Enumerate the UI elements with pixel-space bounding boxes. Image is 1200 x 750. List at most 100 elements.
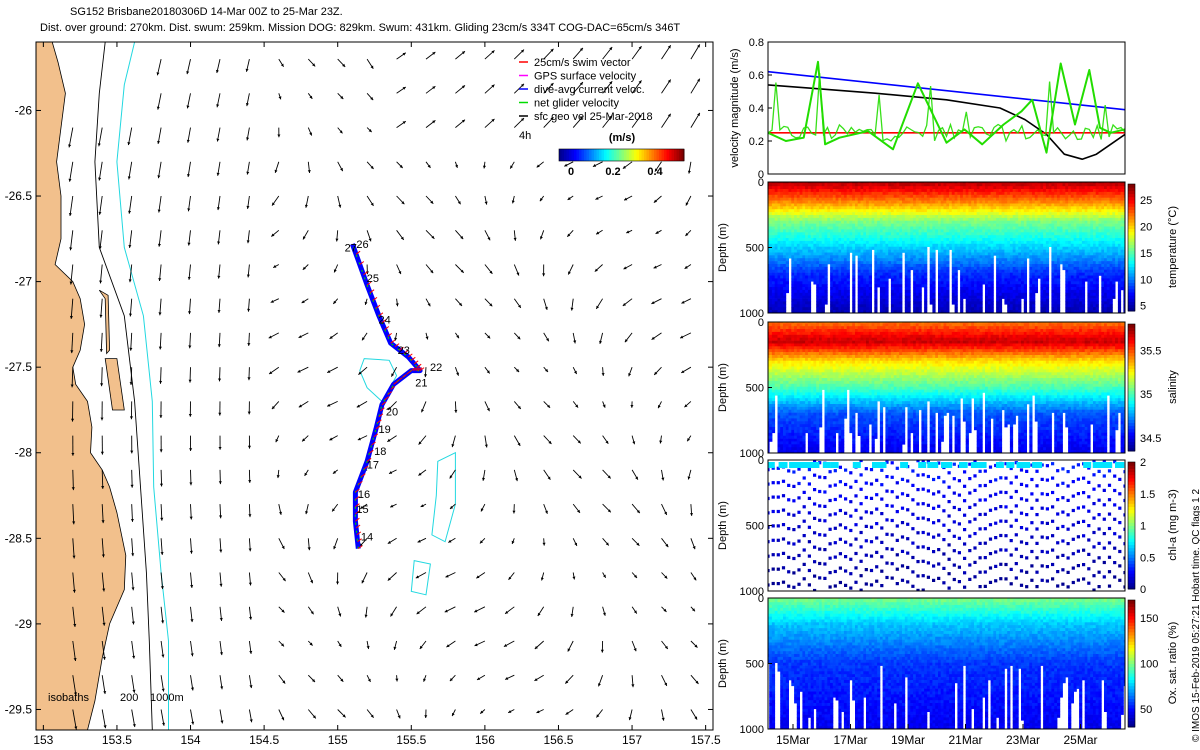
profile-sample: [799, 246, 803, 250]
profile-sample: [824, 249, 828, 253]
profile-sample: [857, 189, 861, 193]
profile-sample: [1007, 292, 1011, 296]
profile-sample: [816, 266, 820, 271]
profile-sample: [990, 243, 994, 247]
profile-sample: [918, 183, 922, 187]
profile-sample: [841, 223, 845, 227]
profile-sample: [957, 186, 961, 190]
profile-sample: [838, 226, 842, 230]
profile-sample: [938, 238, 942, 242]
track-day-label: 18: [374, 446, 386, 458]
profile-sample: [1001, 226, 1005, 230]
profile-sample: [943, 281, 947, 285]
profile-sample: [924, 304, 928, 308]
profile-sample: [843, 229, 848, 233]
profile-sample: [832, 186, 836, 190]
profile-sample: [796, 284, 800, 288]
profile-sample: [893, 275, 897, 279]
profile-sample: [877, 232, 881, 236]
profile-sample: [849, 223, 853, 227]
profile-sample: [780, 269, 784, 273]
profile-sample: [796, 206, 800, 210]
profile-sample: [769, 284, 773, 288]
profile-sample: [907, 240, 911, 245]
profile-sample: [885, 206, 889, 210]
profile-sample: [816, 281, 820, 285]
profile-sample: [990, 278, 994, 282]
profile-sample: [866, 284, 870, 288]
profile-sample: [832, 298, 836, 302]
profile-sample: [890, 223, 895, 227]
profile-sample: [935, 182, 939, 184]
profile-sample: [777, 186, 781, 190]
profile-sample: [885, 223, 889, 227]
seamount-contour: [431, 451, 456, 543]
profile-sample: [799, 229, 803, 233]
profile-sample: [796, 182, 800, 184]
profile-sample: [771, 226, 776, 230]
profile-sample: [774, 272, 778, 276]
profile-sample: [857, 292, 861, 296]
profile-sample: [799, 206, 803, 210]
velocity-arrowhead: [189, 516, 193, 520]
profile-sample: [1018, 203, 1022, 207]
profile-sample: [819, 289, 823, 294]
profile-sample: [968, 249, 972, 253]
profile-sample: [821, 223, 825, 227]
profile-sample: [904, 258, 908, 262]
profile-sample: [777, 209, 781, 213]
profile-sample: [1007, 183, 1011, 187]
profile-sample: [943, 186, 947, 190]
velocity-arrow: [99, 264, 103, 284]
profile-sample: [940, 183, 944, 187]
profile-sample: [990, 272, 994, 276]
profile-sample: [998, 272, 1003, 276]
profile-sample: [998, 182, 1003, 184]
profile-sample: [940, 223, 944, 227]
profile-sample: [788, 229, 792, 233]
profile-sample: [849, 183, 853, 187]
velocity-arrowhead: [186, 71, 190, 75]
profile-sample: [965, 269, 969, 273]
profile-sample: [885, 189, 889, 193]
profile-sample: [910, 183, 914, 187]
profile-sample: [899, 215, 903, 219]
profile-sample: [810, 261, 814, 265]
profile-sample: [968, 287, 972, 291]
profile-sample: [965, 206, 969, 210]
velocity-arrowhead: [132, 689, 136, 693]
velocity-arrowhead: [390, 613, 394, 617]
profile-sample: [982, 281, 986, 285]
profile-sample: [998, 243, 1003, 247]
velocity-arrowhead: [579, 116, 583, 120]
profile-sample: [841, 220, 845, 224]
profile-sample: [1007, 246, 1011, 250]
profile-sample: [774, 203, 778, 207]
profile-sample: [976, 269, 980, 273]
profile-sample: [868, 197, 872, 201]
profile-sample: [868, 186, 872, 190]
velocity-arrow: [690, 44, 701, 60]
profile-sample: [821, 289, 825, 294]
legend-label: net glider velocity: [534, 98, 619, 110]
profile-sample: [904, 266, 908, 271]
profile-sample: [852, 246, 856, 250]
profile-sample: [819, 189, 823, 193]
profile-sample: [974, 249, 978, 253]
profile-sample: [938, 194, 942, 198]
profile-sample: [819, 255, 823, 259]
profile-sample: [816, 186, 820, 190]
velocity-arrowhead: [128, 210, 132, 214]
profile-sample: [846, 243, 850, 247]
profile-sample: [768, 238, 770, 242]
profile-sample: [866, 232, 870, 236]
profile-sample: [907, 301, 911, 305]
colorbar-segment: [566, 149, 570, 161]
colorbar-segment: [671, 149, 675, 161]
profile-sample: [855, 238, 859, 242]
profile-sample: [954, 278, 958, 282]
velocity-series-line: [768, 84, 1125, 160]
profile-sample: [971, 215, 975, 219]
profile-sample: [940, 266, 944, 271]
profile-sample: [882, 235, 886, 239]
